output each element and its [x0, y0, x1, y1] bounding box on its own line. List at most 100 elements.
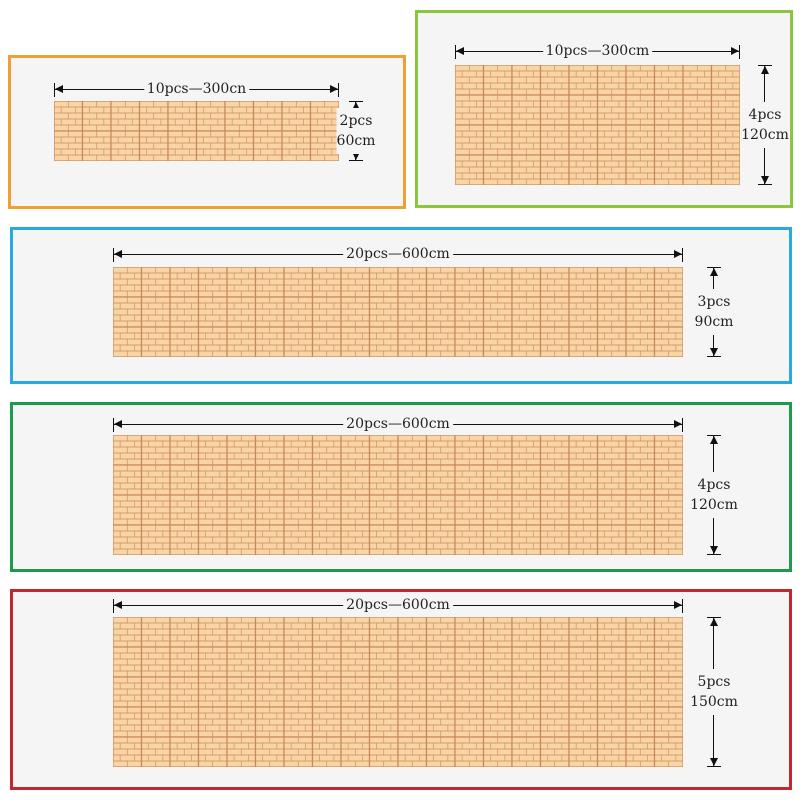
panel-orange: 10pcs—300cn 2pcs 60cm — [8, 55, 406, 209]
height-cm-label: 60cm — [336, 133, 376, 149]
tile — [252, 130, 283, 161]
tile — [283, 494, 314, 526]
tile — [197, 267, 228, 298]
tile — [511, 296, 542, 328]
tile — [113, 706, 143, 738]
tile — [169, 494, 200, 526]
width-label: 20pcs—600cm — [343, 244, 453, 264]
tile — [311, 435, 342, 466]
tile — [653, 617, 683, 648]
tile — [511, 464, 542, 496]
tile — [140, 676, 171, 708]
tile — [169, 617, 200, 648]
tile-grid-svg — [54, 101, 339, 161]
tile — [309, 130, 339, 161]
tile — [283, 617, 314, 648]
tile — [226, 326, 257, 357]
tile — [283, 524, 314, 555]
tile — [539, 617, 570, 648]
width-label: 20pcs—600cm — [343, 414, 453, 434]
tile — [568, 494, 599, 526]
tile — [482, 646, 513, 678]
height-count-label: 3pcs — [697, 294, 731, 310]
tile-grid — [113, 267, 683, 357]
width-dimension: 20pcs—600cm — [113, 595, 683, 615]
tile-grid-svg — [455, 65, 740, 185]
tile — [454, 464, 485, 496]
tile — [169, 435, 200, 466]
tile — [113, 736, 143, 767]
height-dimension: 5pcs 150cm — [690, 617, 738, 767]
height-dimension: 4pcs 120cm — [741, 65, 789, 185]
tile — [197, 676, 228, 708]
width-label: 20pcs—600cm — [343, 595, 453, 615]
tile — [254, 464, 285, 496]
tile — [425, 736, 456, 767]
tile — [425, 326, 456, 357]
tile — [254, 435, 285, 466]
tile — [340, 617, 371, 648]
tile — [140, 296, 171, 328]
tile — [454, 435, 485, 466]
tile — [197, 646, 228, 678]
tile — [596, 524, 627, 555]
tile — [568, 676, 599, 708]
tile — [254, 494, 285, 526]
tile — [482, 676, 513, 708]
tile — [482, 326, 513, 357]
height-dimension: 3pcs 90cm — [694, 267, 734, 357]
tile — [425, 494, 456, 526]
tile — [511, 124, 542, 156]
tile — [368, 706, 399, 738]
tile — [113, 435, 143, 466]
tile — [568, 296, 599, 328]
width-dimension: 20pcs—600cm — [113, 414, 683, 434]
tile — [169, 736, 200, 767]
tile — [140, 435, 171, 466]
tile — [397, 736, 428, 767]
tile — [226, 676, 257, 708]
tile — [539, 65, 570, 96]
tile — [283, 736, 314, 767]
tile — [224, 130, 255, 161]
tile — [539, 494, 570, 526]
tile — [511, 94, 542, 126]
tile — [568, 524, 599, 555]
tile — [596, 296, 627, 328]
tile — [625, 124, 656, 156]
tile — [455, 94, 485, 126]
tile — [340, 676, 371, 708]
tile — [511, 435, 542, 466]
tile — [511, 736, 542, 767]
tile — [625, 494, 656, 526]
tile — [197, 464, 228, 496]
tile — [455, 124, 485, 156]
tile — [710, 154, 740, 185]
tile — [368, 646, 399, 678]
tile — [167, 101, 198, 132]
tile — [625, 524, 656, 555]
tile — [169, 524, 200, 555]
tile — [113, 494, 143, 526]
tile — [653, 646, 683, 678]
tile — [596, 676, 627, 708]
tile — [482, 296, 513, 328]
tile — [568, 646, 599, 678]
tile — [368, 736, 399, 767]
tile — [568, 435, 599, 466]
tile — [625, 326, 656, 357]
tile — [169, 676, 200, 708]
tile — [254, 706, 285, 738]
tile — [596, 464, 627, 496]
tile — [625, 676, 656, 708]
tile — [539, 124, 570, 156]
tile — [254, 296, 285, 328]
tile-grid — [455, 65, 740, 185]
tile — [254, 524, 285, 555]
tile — [283, 267, 314, 298]
tile — [596, 154, 627, 185]
tile — [254, 326, 285, 357]
tile — [81, 130, 112, 161]
tile — [682, 94, 713, 126]
tile — [368, 267, 399, 298]
